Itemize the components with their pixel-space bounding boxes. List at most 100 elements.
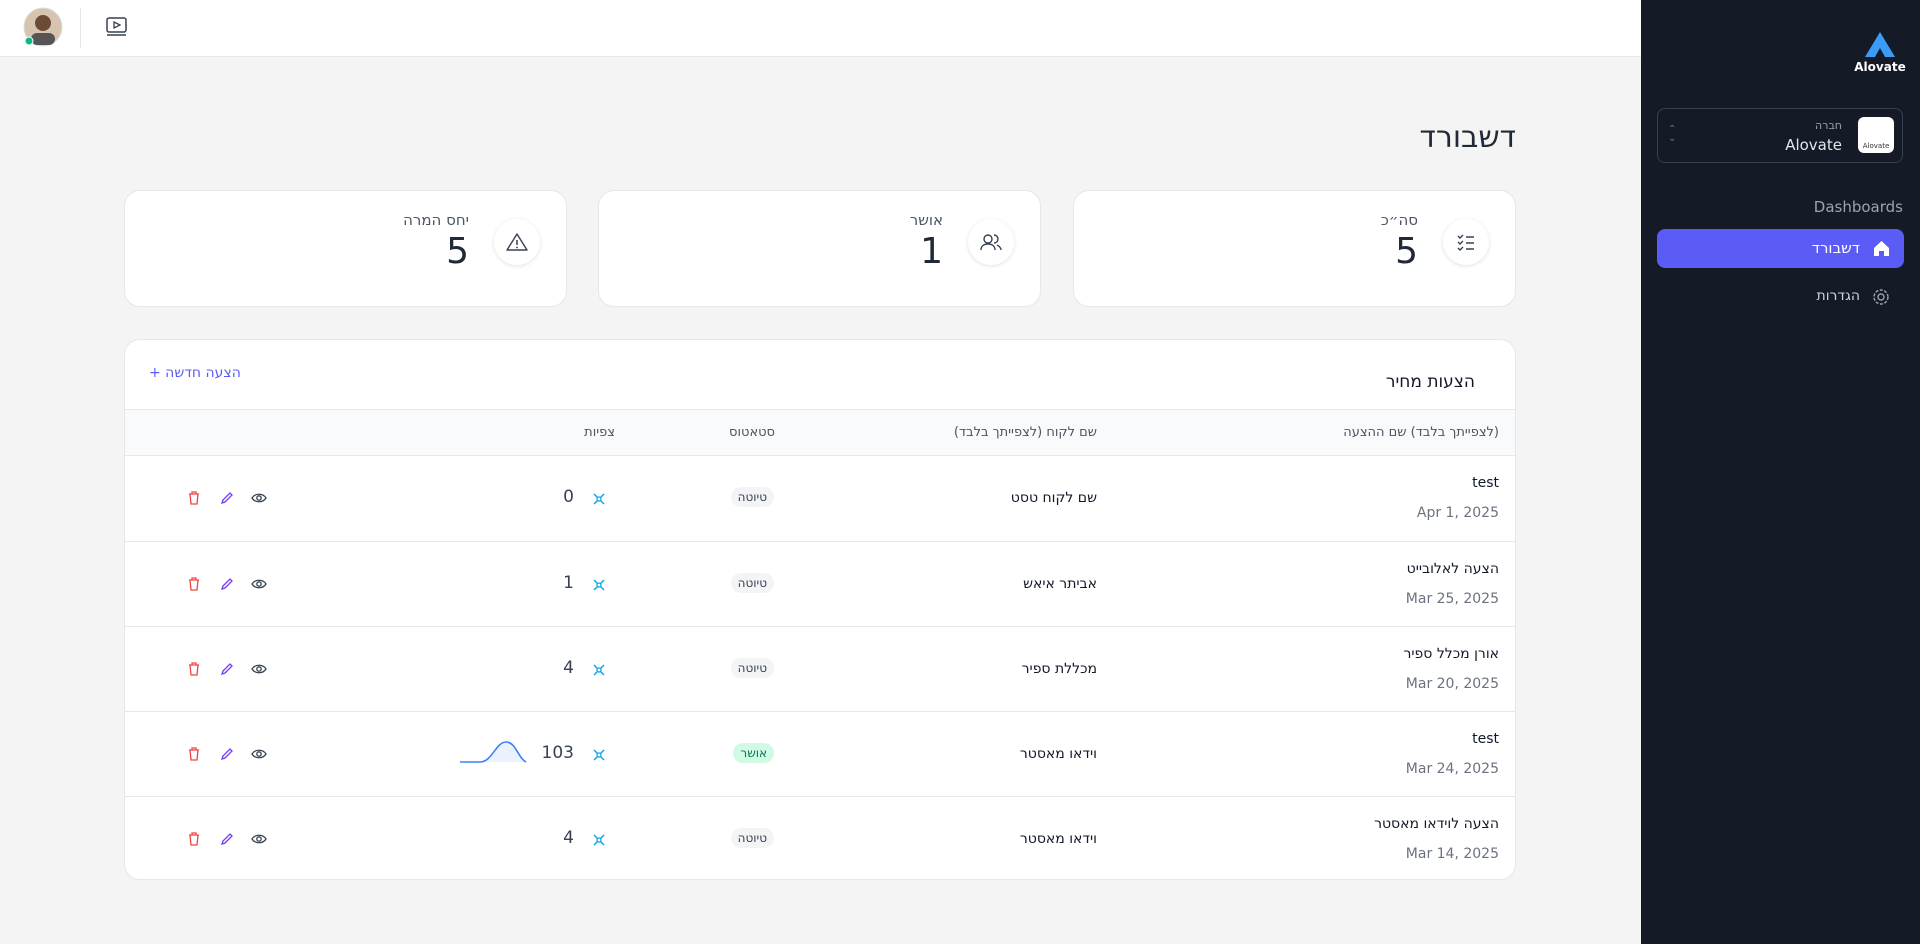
quote-date: Mar 24, 2025 [1405, 761, 1499, 777]
table-title: הצעות מחיר [1385, 372, 1475, 392]
status-badge: טיוטה [730, 658, 774, 678]
edit-button-glyph [220, 748, 233, 761]
views-icon [592, 832, 606, 846]
table-row: הצעה לאלובייט Mar 25, 2025 אביתר איאש טיוטה… [125, 541, 1515, 626]
views-count: 1 [563, 573, 574, 593]
views-icon-glyph [593, 834, 605, 846]
quote-date: Apr 1, 2025 [1416, 505, 1499, 521]
quote-name: test [1472, 475, 1499, 491]
company-selector[interactable]: Alovate חברה Alovate ⌃ ⌄ [1657, 108, 1903, 163]
view-button-glyph [251, 493, 267, 503]
new-quote-button[interactable]: הצעה חדשה + [149, 365, 241, 381]
stat-label: סה״כ [1380, 211, 1418, 229]
view-button[interactable] [251, 661, 267, 677]
edit-button[interactable] [219, 490, 235, 506]
chevron: ⌃ ⌄ [1668, 124, 1677, 144]
stat-card: אושר 1 [598, 190, 1041, 307]
views-icon [592, 747, 606, 761]
quote-date: Mar 25, 2025 [1405, 591, 1499, 607]
edit-button-glyph [220, 492, 233, 505]
stat-label: אושר [909, 211, 943, 229]
nav-item-active[interactable]: דשבורד [1657, 229, 1904, 268]
views-count: 0 [563, 487, 574, 507]
status-badge: טיוטה [730, 573, 774, 593]
home-icon [1874, 241, 1889, 256]
edit-button-glyph [220, 833, 233, 846]
views-sparkline [460, 732, 542, 772]
logo-text: Alovate [1854, 60, 1906, 74]
views-icon [592, 662, 606, 676]
edit-button[interactable] [219, 831, 235, 847]
quote-name: הצעה לוידאו מאסטר [1374, 816, 1499, 832]
customer-name: וידאו מאסטר [1019, 831, 1097, 847]
sidebar: Alovate Alovate חברה Alovate ⌃ ⌄ Dashboar… [1641, 0, 1920, 944]
quote-name: אורן מכלל ספיר [1403, 646, 1499, 662]
delete-button-glyph [189, 662, 199, 676]
view-button-glyph [251, 749, 267, 759]
quote-date: Mar 14, 2025 [1405, 846, 1499, 862]
view-button-glyph [251, 664, 267, 674]
table-row: הצעה לוידאו מאסטר Mar 14, 2025 וידאו מאסטר… [125, 796, 1515, 879]
view-button[interactable] [251, 490, 267, 506]
views-count: 4 [563, 658, 574, 678]
delete-button[interactable] [186, 831, 202, 847]
column-header: סטאטוס [729, 425, 775, 440]
edit-button-glyph [220, 578, 233, 591]
table-row: test Mar 24, 2025 וידאו מאסטר אושר 103 [125, 711, 1515, 796]
views-icon [592, 577, 606, 591]
status-badge: טיוטה [730, 828, 774, 848]
column-header: (לצפייתך בלבד) שם ההצעה [1343, 425, 1499, 440]
section-label: Dashboards [1813, 198, 1903, 216]
stat-value: 5 [1395, 231, 1418, 272]
delete-button-glyph [189, 577, 199, 591]
stat-icon-glyph [1457, 234, 1474, 251]
logo-icon [1865, 32, 1895, 57]
stat-icon [1443, 219, 1489, 265]
customer-name: מכללת ספיר [1021, 661, 1097, 677]
delete-button[interactable] [186, 746, 202, 762]
status-badge: אושר [733, 743, 774, 763]
customer-name: אביתר איאש [1023, 576, 1097, 592]
delete-button[interactable] [186, 661, 202, 677]
company-name: Alovate [1785, 136, 1842, 154]
nav-item[interactable]: הגדרות [1657, 280, 1904, 314]
edit-button[interactable] [219, 661, 235, 677]
divider [80, 8, 81, 48]
delete-button-glyph [189, 832, 199, 846]
views-count: 4 [563, 828, 574, 848]
stat-value: 5 [446, 231, 469, 272]
customer-name: שם לקוח טסט [1010, 490, 1097, 506]
column-header: צפיות [584, 425, 615, 440]
delete-button[interactable] [186, 576, 202, 592]
video-button[interactable] [106, 17, 128, 37]
status-badge: טיוטה [730, 487, 774, 507]
customer-name: וידאו מאסטר [1019, 746, 1097, 762]
edit-button[interactable] [219, 746, 235, 762]
company-label: חברה [1815, 119, 1842, 132]
table-row: אורן מכלל ספיר Mar 20, 2025 מכללת ספיר טיוט… [125, 626, 1515, 711]
stat-icon-glyph [506, 233, 528, 251]
stat-value: 1 [920, 231, 943, 272]
stat-card: יחס המרה 5 [124, 190, 567, 307]
delete-button[interactable] [186, 490, 202, 506]
quote-name: הצעה לאלובייט [1406, 561, 1499, 577]
top-bar [0, 0, 1641, 57]
edit-button-glyph [220, 663, 233, 676]
gear-icon [1873, 289, 1889, 305]
views-icon-glyph [593, 749, 605, 761]
stat-icon-glyph [980, 234, 1002, 251]
avatar[interactable] [23, 7, 63, 47]
quotes-table: הצעות מחיר הצעה חדשה + (לצפייתך בלבד) שם… [124, 339, 1516, 880]
company-logo: Alovate [1858, 117, 1894, 153]
view-button-glyph [251, 834, 267, 844]
views-count: 103 [541, 743, 574, 763]
nav-label: הגדרות [1816, 288, 1860, 304]
views-icon [592, 491, 606, 505]
view-button[interactable] [251, 746, 267, 762]
view-button[interactable] [251, 831, 267, 847]
edit-button[interactable] [219, 576, 235, 592]
delete-button-glyph [189, 747, 199, 761]
view-button[interactable] [251, 576, 267, 592]
views-icon-glyph [593, 579, 605, 591]
